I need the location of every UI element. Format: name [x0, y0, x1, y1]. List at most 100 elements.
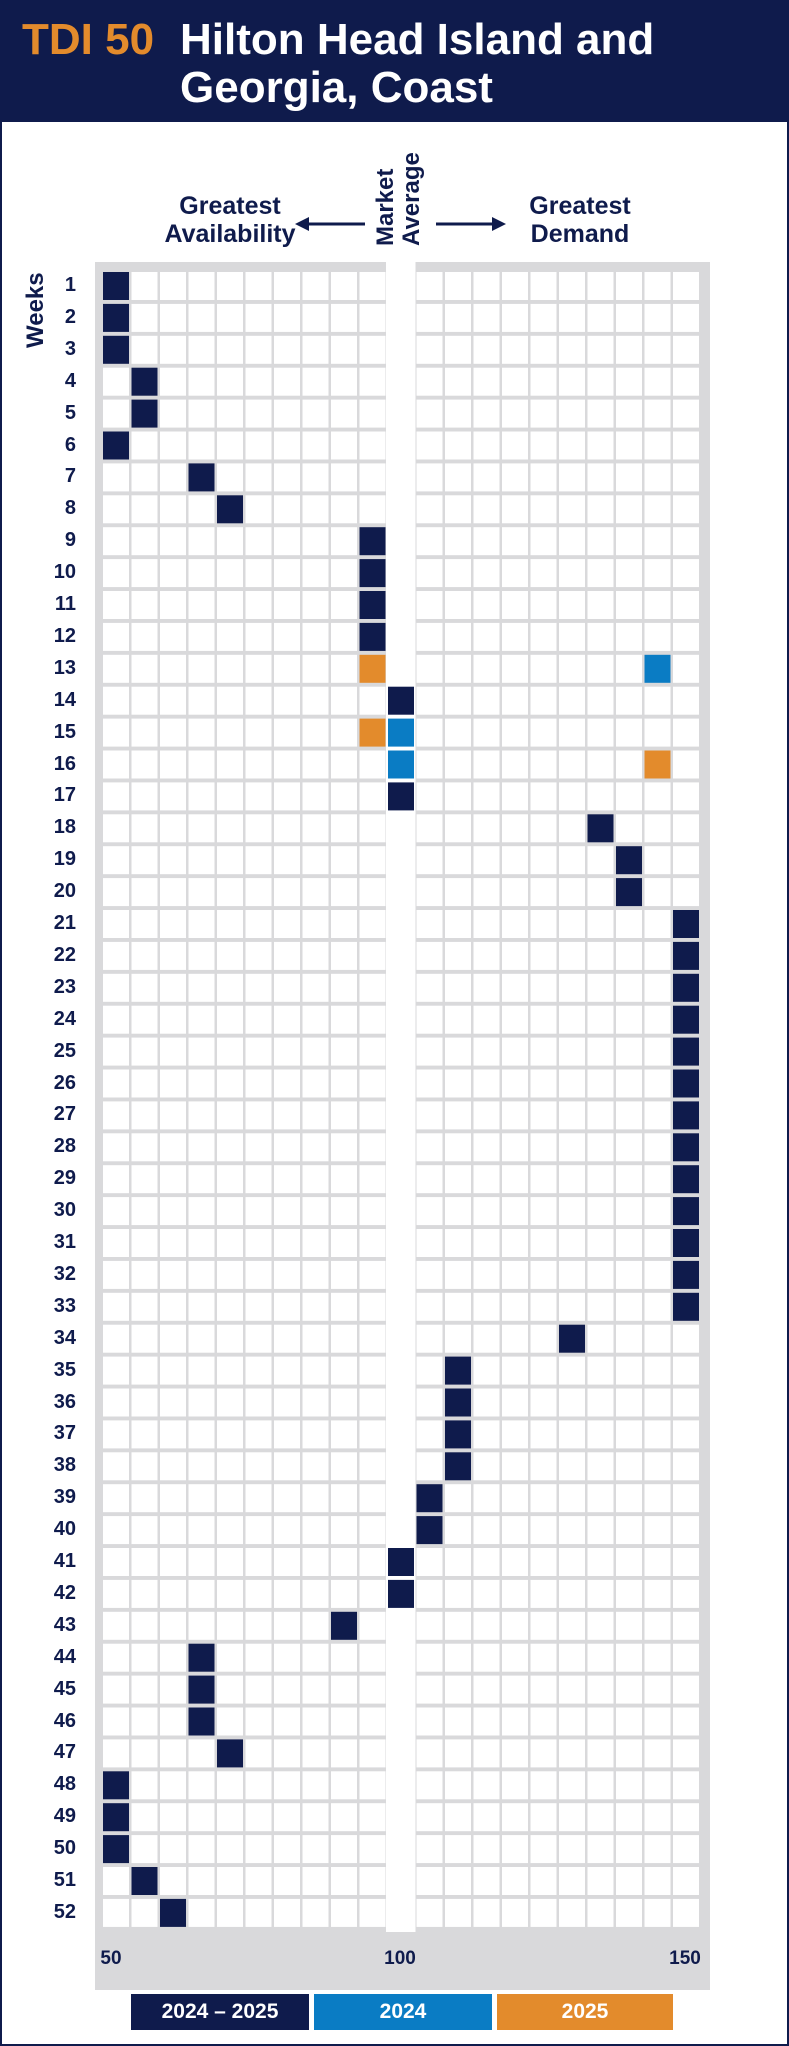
grid-cell	[131, 1037, 158, 1066]
grid-cell	[473, 846, 500, 875]
grid-cell	[530, 335, 557, 364]
data-cell-week-6	[103, 431, 129, 460]
week-label-24: 24	[53, 1007, 76, 1030]
grid-cell	[502, 1324, 528, 1353]
data-cell-week-14	[388, 686, 414, 715]
week-label-40: 40	[53, 1518, 76, 1541]
grid-cell	[188, 1579, 215, 1608]
right-label-line-2: Demand	[530, 220, 630, 248]
grid-cell	[445, 495, 471, 524]
grid-cell	[302, 1579, 329, 1608]
grid-cell	[160, 1133, 186, 1162]
grid-cell	[302, 1260, 329, 1289]
grid-cell	[473, 1675, 500, 1704]
grid-cell	[644, 1835, 671, 1864]
data-cell-week-38	[445, 1452, 471, 1481]
grid-cell	[559, 1388, 585, 1417]
grid-cell	[274, 1643, 300, 1672]
tdi-label: TDI 50	[22, 15, 155, 64]
grid-cell	[673, 272, 699, 300]
grid-cell	[473, 1229, 500, 1257]
data-cell-week-9	[359, 527, 386, 556]
grid-cell	[473, 303, 500, 332]
week-label-5: 5	[64, 401, 76, 424]
grid-cell	[502, 846, 528, 875]
week-label-3: 3	[64, 337, 76, 360]
grid-cell	[160, 1388, 186, 1417]
grid-cell	[245, 1133, 272, 1162]
grid-cell	[103, 1898, 129, 1927]
grid-cell	[274, 272, 300, 300]
grid-cell	[302, 846, 329, 875]
grid-cell	[217, 1133, 243, 1162]
grid-cell	[644, 1260, 671, 1289]
grid-cell	[445, 1867, 471, 1895]
grid-cell	[559, 1803, 585, 1832]
grid-cell	[587, 399, 614, 428]
grid-cell	[473, 591, 500, 619]
grid-cell	[616, 1739, 642, 1768]
grid-cell	[331, 782, 357, 811]
grid-cell	[331, 1197, 357, 1226]
grid-cell	[217, 910, 243, 938]
grid-cell	[673, 463, 699, 492]
grid-cell	[445, 1165, 471, 1194]
grid-cell	[673, 1356, 699, 1385]
grid-cell	[160, 1611, 186, 1640]
grid-cell	[502, 335, 528, 364]
grid-cell	[359, 814, 386, 843]
grid-cell	[502, 1835, 528, 1864]
grid-cell	[245, 1739, 272, 1768]
week-label-17: 17	[53, 784, 76, 807]
grid-cell	[160, 1579, 186, 1608]
grid-cell	[188, 1611, 215, 1640]
grid-cell	[331, 622, 357, 651]
grid-cell	[302, 1292, 329, 1321]
grid-cell	[188, 272, 215, 300]
week-label-39: 39	[53, 1486, 76, 1509]
grid-cell	[559, 941, 585, 970]
grid-cell	[616, 1898, 642, 1927]
grid-cell	[559, 591, 585, 619]
grid-cell	[530, 1675, 557, 1704]
grid-cell	[587, 1165, 614, 1194]
grid-cell	[274, 1867, 300, 1895]
grid-cell	[616, 591, 642, 619]
grid-cell	[416, 1037, 443, 1066]
grid-cell	[274, 1548, 300, 1576]
grid-cell	[188, 686, 215, 715]
grid-cell	[530, 941, 557, 970]
grid-cell	[502, 1420, 528, 1449]
grid-cell	[131, 1675, 158, 1704]
grid-cell	[302, 1005, 329, 1034]
grid-cell	[673, 750, 699, 779]
grid-cell	[188, 1516, 215, 1545]
grid-cell	[274, 495, 300, 524]
grid-cell	[359, 1005, 386, 1034]
grid-cell	[160, 1835, 186, 1864]
grid-cell	[103, 1643, 129, 1672]
grid-cell	[274, 303, 300, 332]
data-cell-week-2	[103, 303, 129, 332]
grid-cell	[217, 1771, 243, 1800]
grid-cell	[559, 1420, 585, 1449]
grid-cell	[559, 1771, 585, 1800]
grid-cell	[103, 1037, 129, 1066]
grid-cell	[245, 846, 272, 875]
grid-cell	[131, 1292, 158, 1321]
grid-cell	[473, 559, 500, 588]
grid-cell	[131, 559, 158, 588]
grid-cell	[644, 1675, 671, 1704]
grid-cell	[217, 1579, 243, 1608]
grid-cell	[103, 1005, 129, 1034]
grid-cell	[302, 303, 329, 332]
grid-cell	[331, 941, 357, 970]
grid-cell	[331, 1771, 357, 1800]
grid-cell	[473, 1484, 500, 1513]
grid-cell	[359, 846, 386, 875]
grid-cell	[188, 782, 215, 811]
grid-cell	[416, 750, 443, 779]
grid-cell	[445, 1197, 471, 1226]
data-cell-week-51	[131, 1867, 158, 1895]
